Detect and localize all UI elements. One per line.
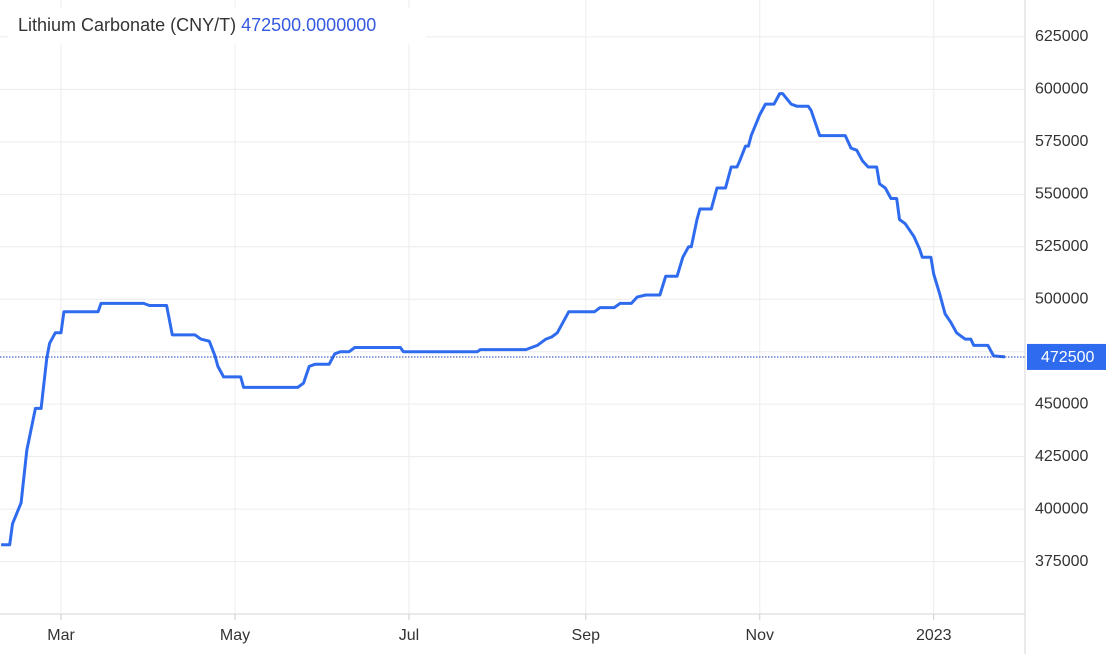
x-tick-label: May — [220, 627, 250, 644]
x-tick-label: Jul — [399, 627, 419, 644]
line — [1, 92, 1006, 547]
x-tick-label: Nov — [746, 627, 774, 644]
y-tick-label: 600000 — [1035, 81, 1088, 98]
y-tick-label: 425000 — [1035, 448, 1088, 465]
last-value-tag: 472500 — [1041, 349, 1094, 366]
x-tick-label: Sep — [572, 627, 601, 644]
y-tick-label: 375000 — [1035, 553, 1088, 570]
title: Lithium Carbonate (CNY/T) — [18, 15, 236, 35]
last-value-label: 472500.0000000 — [241, 15, 376, 35]
y-tick-label: 500000 — [1035, 290, 1088, 307]
chart-title: Lithium Carbonate (CNY/T) 472500.0000000 — [18, 15, 376, 35]
y-tick-label: 450000 — [1035, 395, 1088, 412]
x-tick-label: Mar — [47, 627, 75, 644]
plot — [0, 92, 1025, 547]
y-tick-label: 625000 — [1035, 28, 1088, 45]
y-tick-label: 400000 — [1035, 500, 1088, 517]
x-tick-label: 2023 — [916, 627, 952, 644]
y-tick-label: 575000 — [1035, 133, 1088, 150]
title-box — [8, 8, 426, 44]
last-value-box — [1027, 343, 1106, 370]
y-tick-label: 550000 — [1035, 186, 1088, 203]
y-tick-label: 525000 — [1035, 238, 1088, 255]
